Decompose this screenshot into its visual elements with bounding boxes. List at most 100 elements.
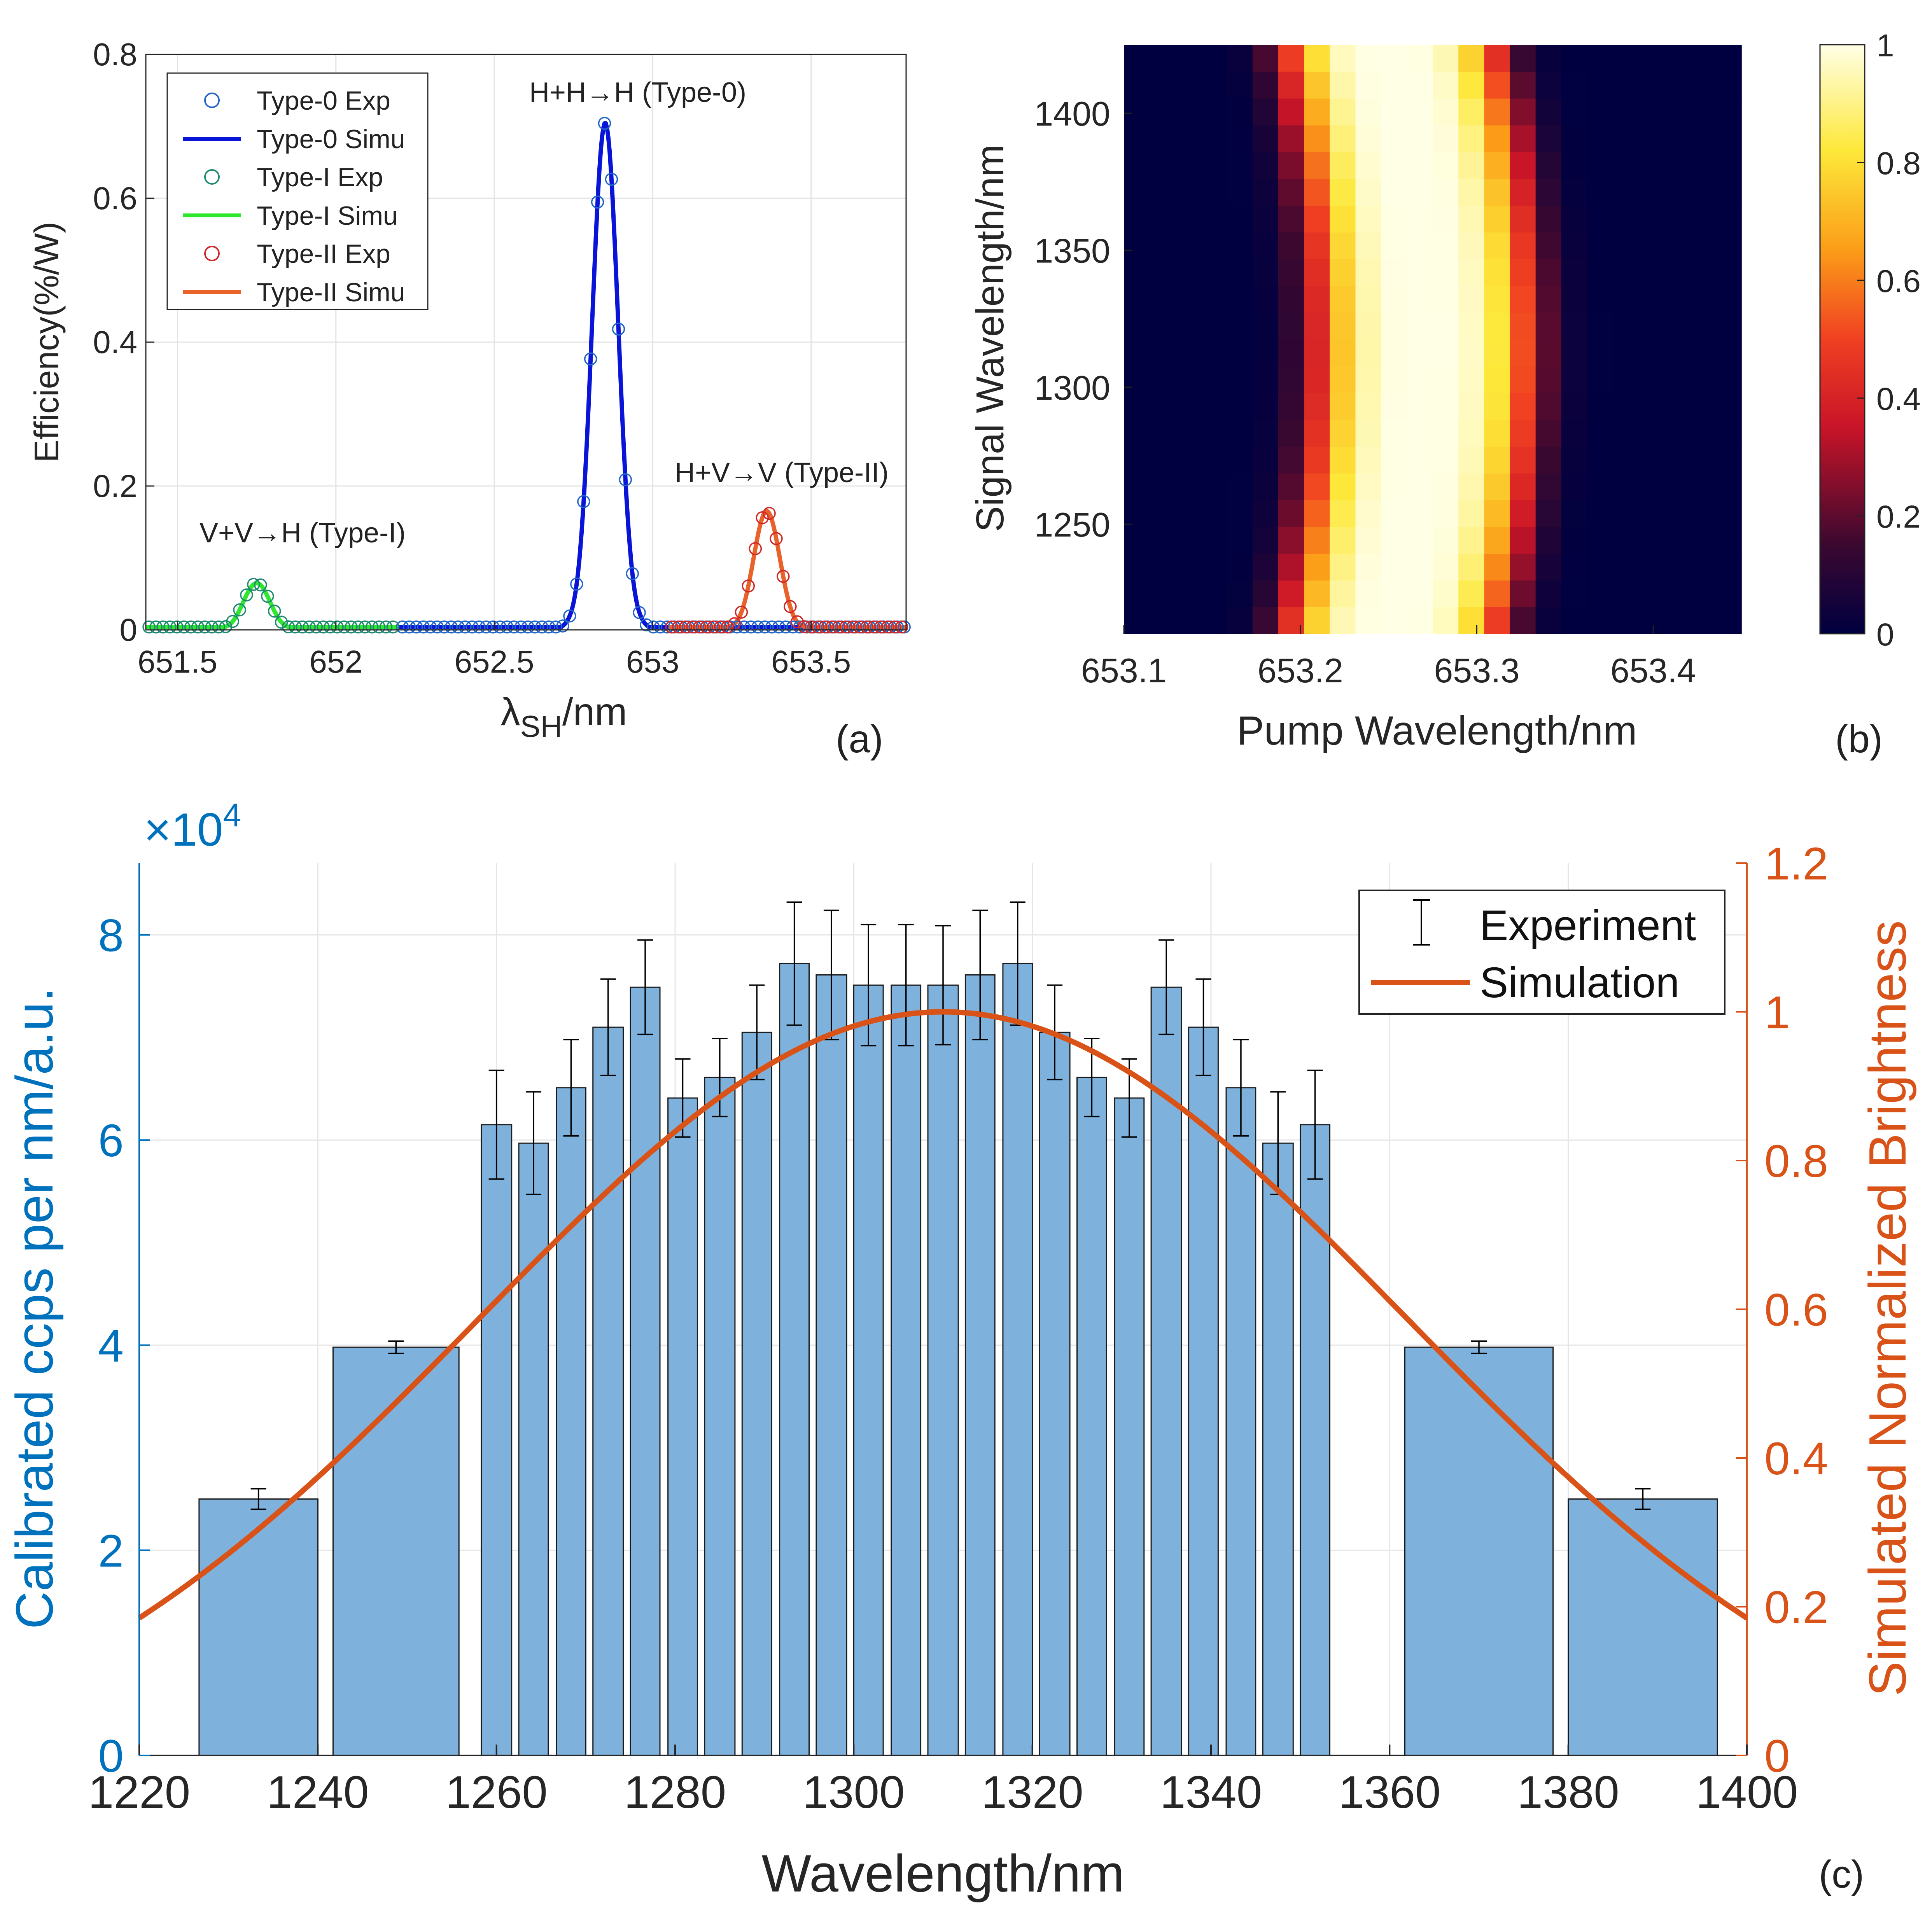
heatmap-cell — [1433, 152, 1459, 179]
heatmap-cell — [1252, 339, 1279, 367]
heatmap-cell — [1510, 71, 1536, 99]
bar — [556, 1087, 586, 1756]
heatmap-cell — [1278, 339, 1304, 367]
heatmap-cell — [1201, 71, 1227, 99]
panel-a-exp-point — [758, 620, 772, 634]
heatmap-cell — [1227, 125, 1253, 152]
heatmap-cell — [1664, 178, 1690, 206]
panel-a-exp-point — [282, 620, 295, 634]
heatmap-cell — [1124, 339, 1150, 367]
heatmap-cell — [1227, 285, 1253, 313]
heatmap-cell — [1510, 553, 1536, 581]
heatmap-cell — [1355, 446, 1382, 474]
heatmap-cell — [1407, 232, 1433, 259]
bar — [332, 1346, 460, 1756]
panel-a-x-ticks: 651.5 652 652.5 653 653.5 — [138, 621, 851, 680]
heatmap-cell — [1407, 152, 1433, 179]
heatmap-cell — [1175, 285, 1202, 313]
bar — [667, 1097, 698, 1756]
heatmap-cell — [1484, 366, 1510, 393]
heatmap-cell — [1638, 420, 1665, 447]
bar — [198, 1498, 318, 1756]
heatmap-cell — [1484, 205, 1510, 233]
heatmap-cell — [1613, 446, 1639, 474]
heatmap-cell — [1561, 393, 1587, 420]
heatmap-cell — [1484, 232, 1510, 259]
panel-b-x-tick-label: 653.2 — [1258, 651, 1343, 690]
panel-a-exp-point — [772, 620, 786, 634]
heatmap-cell — [1638, 312, 1665, 340]
heatmap-cell — [1355, 232, 1382, 259]
heatmap-cell — [1227, 526, 1253, 554]
panel-a-x-tick-label: 652 — [309, 644, 362, 680]
heatmap-cell — [1715, 393, 1742, 420]
heatmap-cell — [1124, 553, 1150, 581]
heatmap-cell — [1638, 125, 1665, 152]
panel-c-x-tick-label: 1260 — [445, 1767, 548, 1818]
heatmap-cell — [1433, 285, 1459, 313]
heatmap-cell — [1433, 98, 1459, 126]
heatmap-cell — [1227, 473, 1253, 500]
heatmap-cell — [1433, 259, 1459, 286]
heatmap-cell — [1330, 393, 1356, 420]
panel-a-exp-point — [528, 620, 542, 634]
heatmap-cell — [1484, 553, 1510, 581]
heatmap-cell — [1535, 339, 1562, 367]
heatmap-cell — [1330, 71, 1356, 99]
heatmap-cell — [1638, 178, 1665, 206]
heatmap-cell — [1484, 526, 1510, 554]
heatmap-cell — [1715, 205, 1742, 233]
panel-c-left-tick-label: 2 — [98, 1525, 124, 1577]
heatmap-cell — [1510, 473, 1536, 500]
panel-a-y-tick-label: 0 — [119, 612, 137, 648]
heatmap-cell — [1278, 178, 1304, 206]
panel-a-exp-point — [619, 473, 632, 486]
heatmap-cell — [1304, 500, 1330, 527]
heatmap-cell — [1433, 580, 1459, 607]
heatmap-cell — [1664, 339, 1690, 367]
heatmap-cell — [1330, 285, 1356, 313]
heatmap-cell — [1150, 607, 1176, 634]
heatmap-cell — [1407, 580, 1433, 607]
heatmap-cell — [1690, 393, 1716, 420]
heatmap-cell — [1458, 125, 1485, 152]
heatmap-cell — [1510, 339, 1536, 367]
heatmap-cell — [1715, 339, 1742, 367]
heatmap-cell — [1535, 312, 1562, 340]
heatmap-cell — [1252, 125, 1279, 152]
heatmap-cell — [1150, 473, 1176, 500]
panel-a-exp-point — [438, 620, 451, 634]
panel-c-left-tick-label: 0 — [98, 1731, 124, 1782]
panel-a-exp-point — [888, 620, 901, 634]
colorbar-tick-label: 0.8 — [1876, 146, 1921, 181]
heatmap-cell — [1690, 553, 1716, 581]
heatmap-cell — [1535, 366, 1562, 393]
panel-c-left-y-label: Calibrated ccps per nm/a.u. — [5, 988, 64, 1629]
heatmap-cell — [1613, 420, 1639, 447]
panel-c-right-tick-label: 1 — [1764, 987, 1790, 1038]
heatmap-cell — [1613, 259, 1639, 286]
heatmap-cell — [1510, 420, 1536, 447]
heatmap-cell — [1355, 285, 1382, 313]
bar — [964, 974, 996, 1756]
heatmap-cell — [1587, 420, 1613, 447]
panel-a-exp-point — [881, 620, 894, 634]
heatmap-cell — [1613, 393, 1639, 420]
heatmap-cell — [1561, 205, 1587, 233]
panel-a-exp-point — [410, 620, 423, 634]
heatmap-cell — [1381, 178, 1407, 206]
heatmap-cell — [1690, 420, 1716, 447]
heatmap-cell — [1124, 473, 1150, 500]
heatmap-cell — [1278, 500, 1304, 527]
heatmap-cell — [1175, 312, 1202, 340]
heatmap-cell — [1638, 339, 1665, 367]
legend-type0-exp-label: Type-0 Exp — [257, 86, 390, 115]
panel-a-exp-point — [742, 579, 755, 593]
heatmap-cell — [1407, 607, 1433, 634]
heatmap-cell — [1227, 178, 1253, 206]
heatmap-cell — [1175, 259, 1202, 286]
colorbar-tick-label: 0.4 — [1876, 381, 1921, 417]
heatmap-cell — [1433, 232, 1459, 259]
legend-type0-exp-marker — [204, 93, 220, 108]
